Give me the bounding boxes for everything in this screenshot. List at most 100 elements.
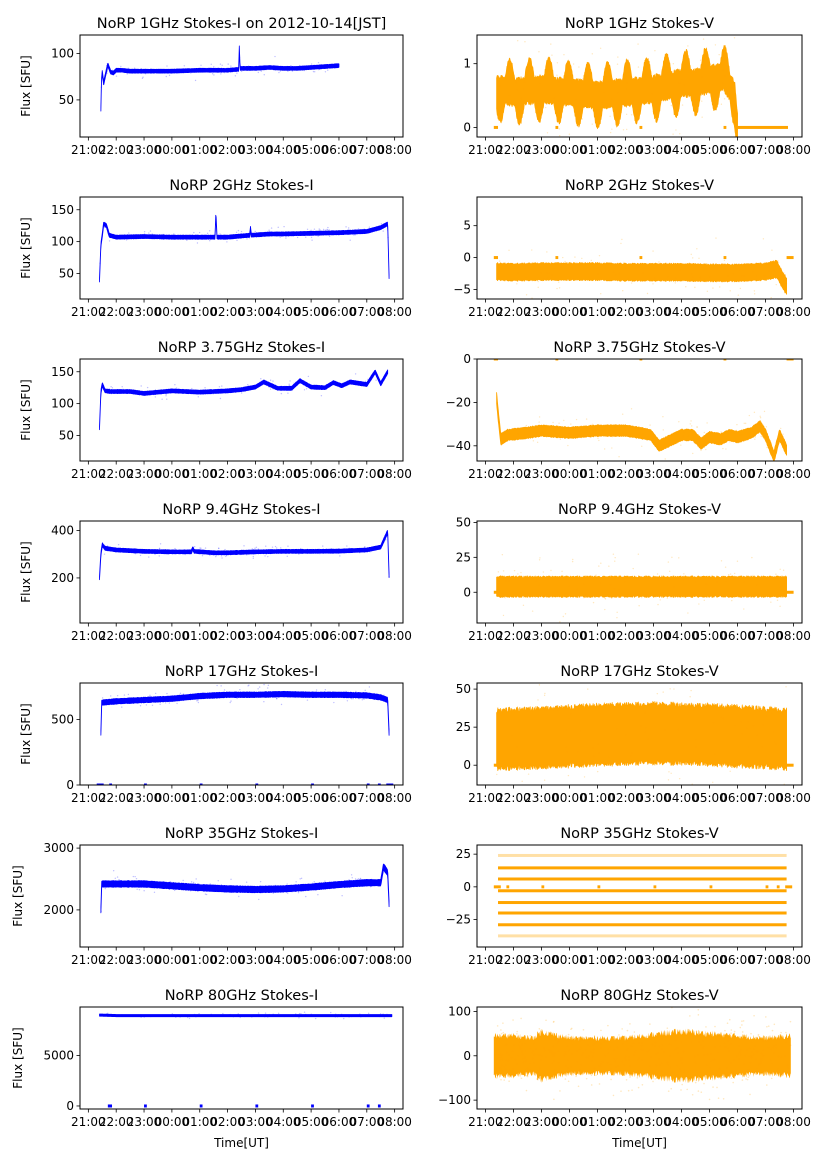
data-point <box>236 388 238 390</box>
plot-area <box>99 214 390 283</box>
data-point <box>600 293 602 295</box>
data-point <box>598 1065 600 1067</box>
data-band <box>99 214 390 283</box>
data-point <box>190 72 192 74</box>
data-point <box>568 167 569 168</box>
data-point <box>590 1060 593 1062</box>
data-point <box>213 66 215 68</box>
data-point <box>199 236 202 239</box>
zero-segment <box>493 359 499 361</box>
data-band <box>99 530 390 581</box>
data-point <box>526 1067 529 1070</box>
data-point <box>185 237 187 240</box>
axes-frame <box>476 34 803 138</box>
data-point <box>275 386 278 389</box>
data-point <box>616 268 619 270</box>
data-point <box>220 685 222 687</box>
data-point <box>536 645 537 646</box>
data-point <box>667 1076 669 1078</box>
data-point <box>593 1067 596 1070</box>
data-point <box>614 560 616 562</box>
data-point <box>700 1091 703 1093</box>
data-point <box>750 1055 753 1057</box>
data-point <box>646 292 649 295</box>
data-point <box>194 79 197 82</box>
data-point <box>202 884 205 887</box>
data-point <box>140 1014 142 1016</box>
data-point <box>740 1053 742 1056</box>
data-point <box>758 427 761 430</box>
data-point <box>531 610 534 612</box>
data-point <box>174 889 176 892</box>
data-point <box>209 554 211 557</box>
data-point <box>523 81 526 84</box>
data-point <box>316 1014 318 1017</box>
y-tick-label: 100 <box>51 47 74 61</box>
data-point <box>726 1067 728 1069</box>
y-tick-label: 50 <box>456 682 471 696</box>
data-point <box>625 267 627 269</box>
x-tick-label: 05:00 <box>294 143 329 157</box>
x-tick-label: 04:00 <box>266 953 301 967</box>
data-point <box>706 422 708 424</box>
data-point <box>111 387 114 389</box>
data-point <box>235 231 238 234</box>
data-point <box>388 728 390 730</box>
data-point <box>722 717 725 720</box>
data-point <box>743 581 746 584</box>
data-point <box>520 571 522 574</box>
data-point <box>568 426 570 429</box>
data-point <box>765 656 766 657</box>
data-point <box>332 382 334 384</box>
data-point <box>552 421 554 424</box>
data-point <box>679 269 681 271</box>
data-point <box>553 1020 555 1023</box>
data-point <box>591 423 594 426</box>
data-point <box>164 549 167 551</box>
data-point <box>174 547 176 550</box>
data-point <box>523 662 524 663</box>
y-tick-label: 200 <box>51 571 74 585</box>
data-point <box>598 565 600 567</box>
data-point <box>123 71 125 74</box>
data-point <box>610 704 613 707</box>
data-point <box>106 63 109 65</box>
data-point <box>583 435 585 438</box>
data-point <box>155 550 157 552</box>
data-point <box>595 574 597 576</box>
data-point <box>519 1048 522 1050</box>
data-point <box>590 259 592 262</box>
data-point <box>143 233 146 235</box>
data-point <box>556 287 558 290</box>
data-point <box>649 1036 652 1039</box>
data-point <box>348 547 350 549</box>
x-tick-label: 08:00 <box>776 953 811 967</box>
data-point <box>320 395 323 397</box>
x-tick-label: 23:00 <box>127 467 162 481</box>
data-point <box>275 697 278 700</box>
data-point <box>158 1015 160 1017</box>
x-tick-label: 08:00 <box>377 143 412 157</box>
data-point <box>631 661 632 662</box>
data-point <box>287 545 289 547</box>
data-point <box>379 882 381 884</box>
data-point <box>593 1042 596 1045</box>
y-axis-label: Flux [SFU] <box>19 541 33 602</box>
data-point <box>168 74 171 77</box>
data-point <box>720 716 722 719</box>
data-point <box>782 569 785 571</box>
data-point <box>128 232 130 234</box>
data-band <box>498 923 787 927</box>
data-point <box>784 680 785 681</box>
data-point <box>353 1014 355 1017</box>
data-point <box>121 1014 123 1017</box>
data-point <box>501 554 504 556</box>
data-point <box>383 694 385 697</box>
data-point <box>354 878 357 880</box>
data-point <box>692 452 694 455</box>
data-point <box>702 1040 704 1043</box>
x-tick-label: 01:00 <box>182 143 217 157</box>
data-point <box>658 261 660 263</box>
data-point <box>737 1057 740 1060</box>
data-point <box>524 1056 526 1059</box>
